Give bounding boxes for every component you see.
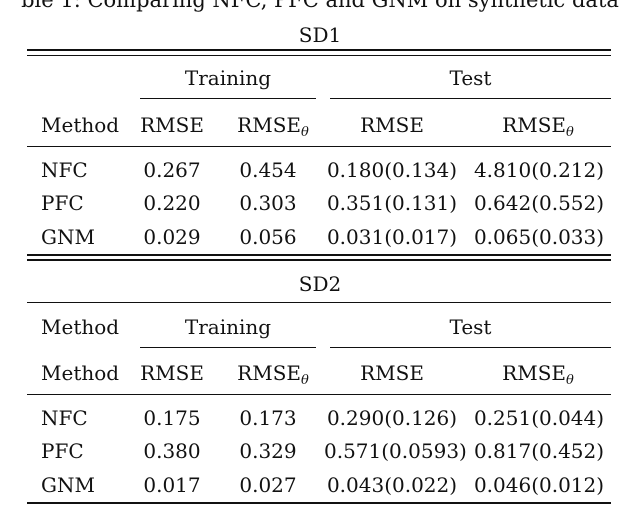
value-cell: 0.642(0.552) xyxy=(473,191,605,215)
section-title-sd1: SD1 xyxy=(298,23,342,47)
column-header-test-rmse-theta: RMSEθ xyxy=(502,361,574,388)
value-cell: 0.290(0.126) xyxy=(326,406,458,430)
section-rule-sd1 xyxy=(27,55,611,56)
column-header-train-rmse: RMSE xyxy=(140,113,204,137)
value-cell: 4.810(0.212) xyxy=(473,158,605,182)
test-group-rule xyxy=(330,98,611,99)
method-cell: GNM xyxy=(41,473,95,497)
value-cell: 0.303 xyxy=(239,191,297,215)
value-cell: 0.046(0.012) xyxy=(473,473,605,497)
value-cell: 0.027 xyxy=(239,473,297,497)
method-cell: PFC xyxy=(41,439,84,463)
group-header-method: Method xyxy=(41,315,120,339)
group-header-training: Training xyxy=(184,315,272,339)
column-header-train-rmse-theta: RMSEθ xyxy=(237,361,309,388)
training-group-rule xyxy=(140,347,316,348)
bottom-rule xyxy=(27,502,611,504)
top-rule xyxy=(27,49,611,51)
value-cell: 0.251(0.044) xyxy=(473,406,605,430)
section-separator-rule-top xyxy=(27,254,611,256)
value-cell: 0.571(0.0593) xyxy=(324,439,467,463)
column-header-test-rmse-theta: RMSEθ xyxy=(502,113,574,140)
method-cell: GNM xyxy=(41,225,95,249)
value-cell: 0.029 xyxy=(143,225,201,249)
group-header-test: Test xyxy=(449,315,492,339)
value-cell: 0.380 xyxy=(143,439,201,463)
header-rule-sd2 xyxy=(27,394,611,395)
section-separator-rule-bottom xyxy=(27,259,611,261)
header-rule-sd1 xyxy=(27,146,611,147)
section-title-sd2: SD2 xyxy=(298,272,342,296)
value-cell: 0.056 xyxy=(239,225,297,249)
value-cell: 0.175 xyxy=(143,406,201,430)
section-rule-sd2 xyxy=(27,302,611,303)
column-header-test-rmse: RMSE xyxy=(360,113,424,137)
value-cell: 0.031(0.017) xyxy=(326,225,458,249)
column-header-train-rmse: RMSE xyxy=(140,361,204,385)
group-header-test: Test xyxy=(449,66,492,90)
test-group-rule xyxy=(330,347,611,348)
column-header-method: Method xyxy=(41,361,120,385)
column-header-method: Method xyxy=(41,113,120,137)
column-header-train-rmse-theta: RMSEθ xyxy=(237,113,309,140)
value-cell: 0.351(0.131) xyxy=(326,191,458,215)
value-cell: 0.180(0.134) xyxy=(326,158,458,182)
value-cell: 0.065(0.033) xyxy=(473,225,605,249)
value-cell: 0.173 xyxy=(239,406,297,430)
method-cell: NFC xyxy=(41,158,88,182)
value-cell: 0.454 xyxy=(239,158,297,182)
value-cell: 0.817(0.452) xyxy=(473,439,605,463)
value-cell: 0.017 xyxy=(143,473,201,497)
value-cell: 0.329 xyxy=(239,439,297,463)
method-cell: PFC xyxy=(41,191,84,215)
group-header-training: Training xyxy=(184,66,272,90)
value-cell: 0.043(0.022) xyxy=(326,473,458,497)
training-group-rule xyxy=(140,98,316,99)
value-cell: 0.220 xyxy=(143,191,201,215)
method-cell: NFC xyxy=(41,406,88,430)
column-header-test-rmse: RMSE xyxy=(360,361,424,385)
value-cell: 0.267 xyxy=(143,158,201,182)
table-caption: ble 1: Comparing NFC, PFC and GNM on syn… xyxy=(21,0,619,12)
